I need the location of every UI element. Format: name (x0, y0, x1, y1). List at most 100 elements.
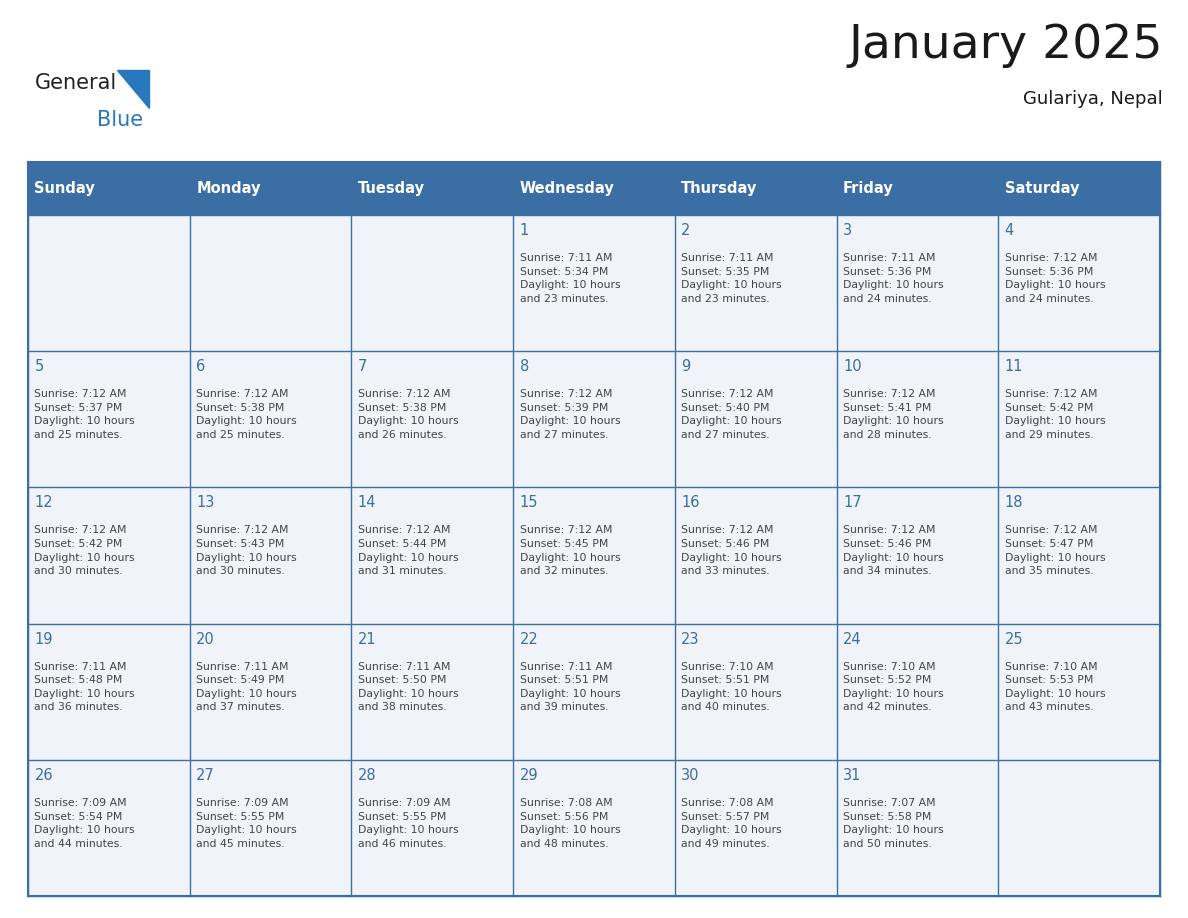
Text: Sunrise: 7:11 AM
Sunset: 5:49 PM
Daylight: 10 hours
and 37 minutes.: Sunrise: 7:11 AM Sunset: 5:49 PM Dayligh… (196, 662, 297, 712)
Text: Sunrise: 7:09 AM
Sunset: 5:55 PM
Daylight: 10 hours
and 46 minutes.: Sunrise: 7:09 AM Sunset: 5:55 PM Dayligh… (358, 798, 459, 849)
Text: Gulariya, Nepal: Gulariya, Nepal (1023, 90, 1163, 108)
Bar (513, 760, 675, 896)
Text: 15: 15 (519, 496, 538, 510)
Bar (513, 351, 675, 487)
Text: 13: 13 (196, 496, 215, 510)
Bar (998, 623, 1159, 760)
Text: 25: 25 (1005, 632, 1023, 646)
Text: 21: 21 (358, 632, 377, 646)
Text: Wednesday: Wednesday (519, 181, 614, 196)
Bar (352, 623, 513, 760)
Text: Sunrise: 7:09 AM
Sunset: 5:55 PM
Daylight: 10 hours
and 45 minutes.: Sunrise: 7:09 AM Sunset: 5:55 PM Dayligh… (196, 798, 297, 849)
Bar (190, 623, 352, 760)
Bar (29, 487, 190, 623)
Bar (190, 760, 352, 896)
Text: Sunday: Sunday (34, 181, 95, 196)
Text: 10: 10 (843, 359, 861, 375)
Text: Monday: Monday (196, 181, 260, 196)
Bar (190, 351, 352, 487)
Bar (29, 215, 190, 351)
Text: January 2025: January 2025 (848, 23, 1163, 68)
Text: Sunrise: 7:11 AM
Sunset: 5:50 PM
Daylight: 10 hours
and 38 minutes.: Sunrise: 7:11 AM Sunset: 5:50 PM Dayligh… (358, 662, 459, 712)
Text: Sunrise: 7:12 AM
Sunset: 5:41 PM
Daylight: 10 hours
and 28 minutes.: Sunrise: 7:12 AM Sunset: 5:41 PM Dayligh… (843, 389, 943, 440)
Bar (190, 487, 352, 623)
Text: Sunrise: 7:11 AM
Sunset: 5:51 PM
Daylight: 10 hours
and 39 minutes.: Sunrise: 7:11 AM Sunset: 5:51 PM Dayligh… (519, 662, 620, 712)
Text: Sunrise: 7:11 AM
Sunset: 5:34 PM
Daylight: 10 hours
and 23 minutes.: Sunrise: 7:11 AM Sunset: 5:34 PM Dayligh… (519, 253, 620, 304)
Text: 8: 8 (519, 359, 529, 375)
Text: 27: 27 (196, 768, 215, 783)
Bar (836, 215, 998, 351)
Text: Sunrise: 7:12 AM
Sunset: 5:43 PM
Daylight: 10 hours
and 30 minutes.: Sunrise: 7:12 AM Sunset: 5:43 PM Dayligh… (196, 525, 297, 577)
Text: Sunrise: 7:12 AM
Sunset: 5:47 PM
Daylight: 10 hours
and 35 minutes.: Sunrise: 7:12 AM Sunset: 5:47 PM Dayligh… (1005, 525, 1105, 577)
Text: 3: 3 (843, 223, 852, 238)
Polygon shape (116, 70, 148, 108)
Text: Sunrise: 7:09 AM
Sunset: 5:54 PM
Daylight: 10 hours
and 44 minutes.: Sunrise: 7:09 AM Sunset: 5:54 PM Dayligh… (34, 798, 135, 849)
Text: Sunrise: 7:10 AM
Sunset: 5:53 PM
Daylight: 10 hours
and 43 minutes.: Sunrise: 7:10 AM Sunset: 5:53 PM Dayligh… (1005, 662, 1105, 712)
Text: 1: 1 (519, 223, 529, 238)
Text: 4: 4 (1005, 223, 1015, 238)
Text: 19: 19 (34, 632, 53, 646)
Text: Sunrise: 7:12 AM
Sunset: 5:46 PM
Daylight: 10 hours
and 33 minutes.: Sunrise: 7:12 AM Sunset: 5:46 PM Dayligh… (682, 525, 782, 577)
Bar (29, 351, 190, 487)
Text: 28: 28 (358, 768, 377, 783)
Bar (836, 351, 998, 487)
Text: Sunrise: 7:12 AM
Sunset: 5:38 PM
Daylight: 10 hours
and 25 minutes.: Sunrise: 7:12 AM Sunset: 5:38 PM Dayligh… (196, 389, 297, 440)
Bar (352, 215, 513, 351)
Text: 20: 20 (196, 632, 215, 646)
Text: 16: 16 (682, 496, 700, 510)
Bar (352, 487, 513, 623)
Text: Sunrise: 7:12 AM
Sunset: 5:40 PM
Daylight: 10 hours
and 27 minutes.: Sunrise: 7:12 AM Sunset: 5:40 PM Dayligh… (682, 389, 782, 440)
Text: 29: 29 (519, 768, 538, 783)
Text: Tuesday: Tuesday (358, 181, 425, 196)
Text: 18: 18 (1005, 496, 1023, 510)
Text: Saturday: Saturday (1005, 181, 1079, 196)
Bar (998, 351, 1159, 487)
Text: 11: 11 (1005, 359, 1023, 375)
Text: Sunrise: 7:10 AM
Sunset: 5:51 PM
Daylight: 10 hours
and 40 minutes.: Sunrise: 7:10 AM Sunset: 5:51 PM Dayligh… (682, 662, 782, 712)
Text: Sunrise: 7:12 AM
Sunset: 5:45 PM
Daylight: 10 hours
and 32 minutes.: Sunrise: 7:12 AM Sunset: 5:45 PM Dayligh… (519, 525, 620, 577)
Text: Sunrise: 7:12 AM
Sunset: 5:42 PM
Daylight: 10 hours
and 29 minutes.: Sunrise: 7:12 AM Sunset: 5:42 PM Dayligh… (1005, 389, 1105, 440)
Bar (513, 215, 675, 351)
Text: 5: 5 (34, 359, 44, 375)
Text: Thursday: Thursday (682, 181, 758, 196)
Bar (836, 623, 998, 760)
Text: Sunrise: 7:12 AM
Sunset: 5:39 PM
Daylight: 10 hours
and 27 minutes.: Sunrise: 7:12 AM Sunset: 5:39 PM Dayligh… (519, 389, 620, 440)
Text: 9: 9 (682, 359, 690, 375)
Bar (675, 215, 836, 351)
Text: Sunrise: 7:11 AM
Sunset: 5:48 PM
Daylight: 10 hours
and 36 minutes.: Sunrise: 7:11 AM Sunset: 5:48 PM Dayligh… (34, 662, 135, 712)
Text: 31: 31 (843, 768, 861, 783)
Text: 6: 6 (196, 359, 206, 375)
Bar (352, 351, 513, 487)
Text: Sunrise: 7:12 AM
Sunset: 5:36 PM
Daylight: 10 hours
and 24 minutes.: Sunrise: 7:12 AM Sunset: 5:36 PM Dayligh… (1005, 253, 1105, 304)
Text: Sunrise: 7:11 AM
Sunset: 5:35 PM
Daylight: 10 hours
and 23 minutes.: Sunrise: 7:11 AM Sunset: 5:35 PM Dayligh… (682, 253, 782, 304)
Bar (352, 760, 513, 896)
Text: 17: 17 (843, 496, 861, 510)
Text: Sunrise: 7:12 AM
Sunset: 5:44 PM
Daylight: 10 hours
and 31 minutes.: Sunrise: 7:12 AM Sunset: 5:44 PM Dayligh… (358, 525, 459, 577)
Text: Friday: Friday (843, 181, 893, 196)
Bar (29, 162, 1159, 215)
Text: Sunrise: 7:11 AM
Sunset: 5:36 PM
Daylight: 10 hours
and 24 minutes.: Sunrise: 7:11 AM Sunset: 5:36 PM Dayligh… (843, 253, 943, 304)
Text: General: General (34, 73, 118, 93)
Bar (675, 351, 836, 487)
Bar (513, 623, 675, 760)
Text: 22: 22 (519, 632, 538, 646)
Bar (29, 760, 190, 896)
Text: Sunrise: 7:12 AM
Sunset: 5:38 PM
Daylight: 10 hours
and 26 minutes.: Sunrise: 7:12 AM Sunset: 5:38 PM Dayligh… (358, 389, 459, 440)
Bar (998, 760, 1159, 896)
Text: Sunrise: 7:08 AM
Sunset: 5:56 PM
Daylight: 10 hours
and 48 minutes.: Sunrise: 7:08 AM Sunset: 5:56 PM Dayligh… (519, 798, 620, 849)
Text: 2: 2 (682, 223, 690, 238)
Text: 26: 26 (34, 768, 53, 783)
Text: Sunrise: 7:08 AM
Sunset: 5:57 PM
Daylight: 10 hours
and 49 minutes.: Sunrise: 7:08 AM Sunset: 5:57 PM Dayligh… (682, 798, 782, 849)
Bar (513, 487, 675, 623)
Bar (836, 487, 998, 623)
Bar (675, 487, 836, 623)
Bar (190, 215, 352, 351)
Text: Sunrise: 7:12 AM
Sunset: 5:42 PM
Daylight: 10 hours
and 30 minutes.: Sunrise: 7:12 AM Sunset: 5:42 PM Dayligh… (34, 525, 135, 577)
Text: 23: 23 (682, 632, 700, 646)
Bar (675, 760, 836, 896)
Text: 14: 14 (358, 496, 377, 510)
Bar (998, 215, 1159, 351)
Text: Sunrise: 7:12 AM
Sunset: 5:37 PM
Daylight: 10 hours
and 25 minutes.: Sunrise: 7:12 AM Sunset: 5:37 PM Dayligh… (34, 389, 135, 440)
Bar (675, 623, 836, 760)
Text: Sunrise: 7:07 AM
Sunset: 5:58 PM
Daylight: 10 hours
and 50 minutes.: Sunrise: 7:07 AM Sunset: 5:58 PM Dayligh… (843, 798, 943, 849)
